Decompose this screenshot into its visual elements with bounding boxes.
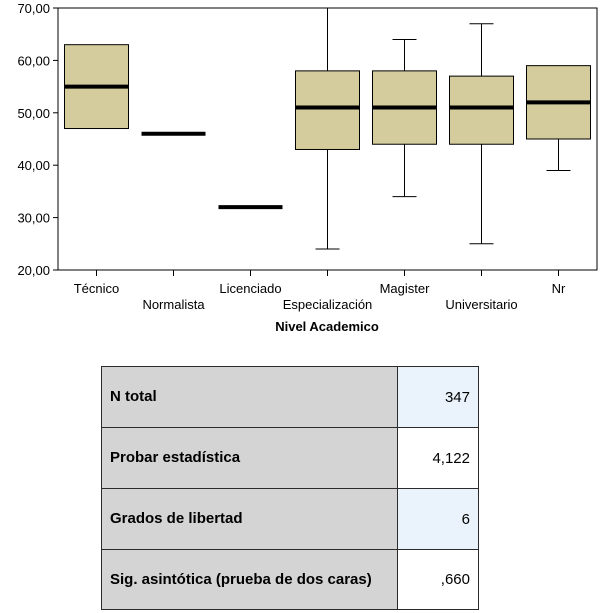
box-0: [64, 44, 129, 130]
y-tick-label: 20,00: [17, 263, 50, 278]
x-axis-title: Nivel Academico: [275, 319, 379, 334]
y-tick-label: 50,00: [17, 106, 50, 121]
table-row: N total 347: [100, 366, 479, 428]
row-label: Probar estadística: [100, 427, 399, 489]
box-iqr: [295, 70, 360, 150]
y-tick-label: 40,00: [17, 158, 50, 173]
x-tick-label: Universitario: [445, 297, 517, 312]
x-tick-label: Técnico: [74, 281, 120, 296]
row-value: ,660: [397, 549, 479, 610]
row-value: 4,122: [397, 427, 479, 489]
box-iqr: [449, 75, 514, 145]
x-tick-label: Magister: [380, 281, 431, 296]
y-tick-label: 60,00: [17, 53, 50, 68]
table-row: Grados de libertad 6: [100, 488, 479, 550]
box-4: [372, 38, 437, 198]
box-3: [295, 7, 360, 250]
x-tick-label: Nr: [552, 281, 566, 296]
y-tick-label: 70,00: [17, 1, 50, 16]
y-tick-label: 30,00: [17, 211, 50, 226]
row-label: N total: [100, 366, 399, 428]
row-label: Sig. asintótica (prueba de dos caras): [100, 549, 399, 610]
row-value: 6: [397, 488, 479, 550]
box-6: [526, 65, 591, 171]
test-statistics-table: N total 347 Probar estadística 4,122 Gra…: [100, 366, 479, 610]
row-label: Grados de libertad: [100, 488, 399, 550]
x-tick-label: Licenciado: [219, 281, 281, 296]
row-value: 347: [397, 366, 479, 428]
boxplot-chart: 20,00 30,00 40,00 50,00 60,00 70,00 Técnico Nor…: [17, 1, 598, 334]
table-row: Probar estadística 4,122: [100, 427, 479, 489]
x-tick-label: Normalista: [142, 297, 205, 312]
x-tick-label: Especialización: [283, 297, 373, 312]
table-row: Sig. asintótica (prueba de dos caras) ,6…: [100, 549, 479, 610]
box-5: [449, 23, 514, 245]
